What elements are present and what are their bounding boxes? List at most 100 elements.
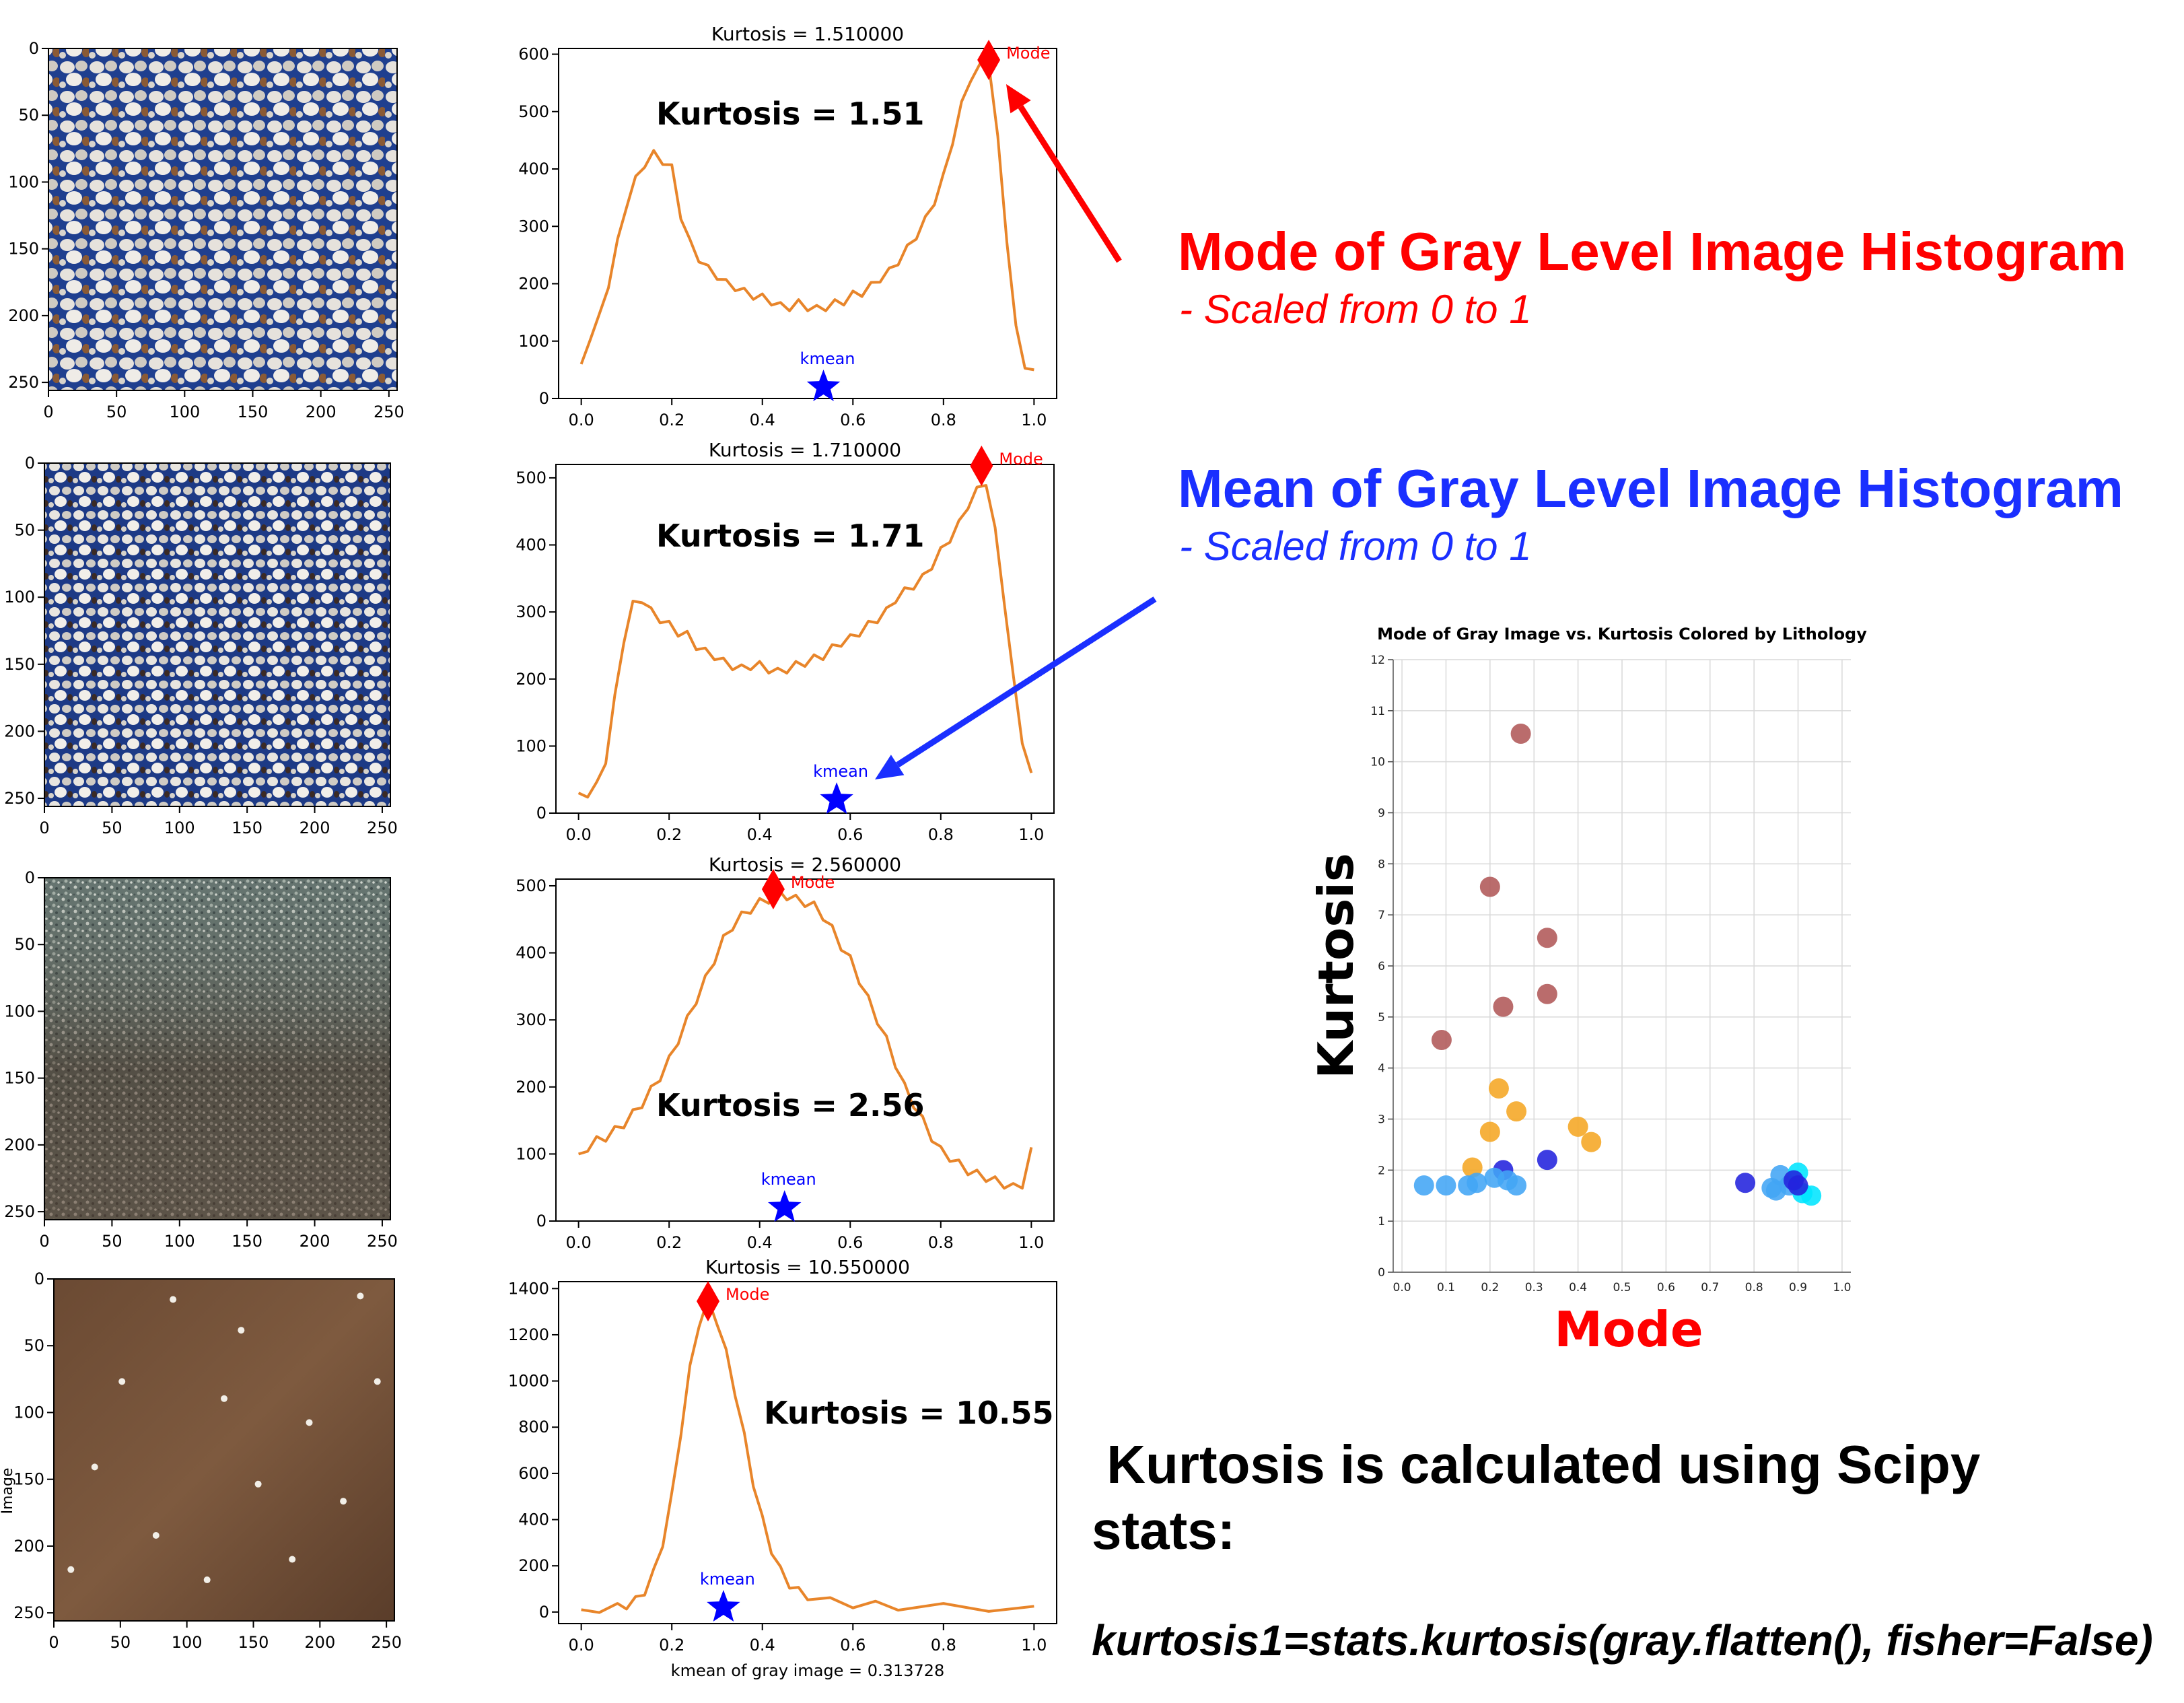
y-tick-label: 150 bbox=[8, 240, 39, 258]
y-tick-label: 1000 bbox=[508, 1372, 549, 1391]
x-tick-label: 0 bbox=[48, 1633, 59, 1652]
grain-speck bbox=[118, 1378, 126, 1385]
mode-subheading: - Scaled from 0 to 1 bbox=[1179, 287, 1532, 332]
y-tick-label: 150 bbox=[13, 1470, 44, 1489]
kurtosis-note-line1: Kurtosis is calculated using Scipy bbox=[1092, 1434, 1981, 1494]
x-tick-label: 0.0 bbox=[1393, 1281, 1411, 1294]
x-tick-label: 250 bbox=[374, 403, 404, 421]
x-tick-label: 0.6 bbox=[840, 1636, 866, 1655]
scatter-point bbox=[1488, 1078, 1509, 1099]
thin-section-overlay bbox=[44, 878, 390, 1220]
x-tick-label: 0.5 bbox=[1613, 1281, 1631, 1294]
x-tick-label: 0.6 bbox=[837, 1233, 863, 1252]
y-tick-label: 3 bbox=[1378, 1113, 1385, 1127]
scatter-x-axis-label: Mode bbox=[1554, 1301, 1703, 1358]
y-tick-label: 0 bbox=[539, 1603, 549, 1622]
y-tick-label: 2 bbox=[1378, 1164, 1385, 1177]
grain-speck bbox=[67, 1566, 75, 1573]
histogram-frame bbox=[558, 48, 1057, 399]
x-tick-label: 0.6 bbox=[837, 825, 863, 844]
grain-speck bbox=[357, 1292, 364, 1300]
x-tick-label: 0.4 bbox=[1569, 1281, 1587, 1294]
arrow-head bbox=[875, 755, 905, 779]
grain-speck bbox=[374, 1378, 381, 1385]
kmean-marker bbox=[820, 782, 853, 814]
y-tick-label: 400 bbox=[516, 536, 547, 555]
scatter-point bbox=[1436, 1175, 1456, 1196]
kurtosis-annotation: Kurtosis = 1.51 bbox=[656, 96, 924, 132]
x-axis-label: kmean of gray image = 0.313728 bbox=[671, 1661, 945, 1680]
y-tick-label: 0 bbox=[29, 39, 39, 58]
x-tick-label: 100 bbox=[169, 403, 200, 421]
y-tick-label: 0 bbox=[25, 868, 35, 887]
histogram-frame bbox=[558, 1281, 1057, 1624]
y-tick-label: 500 bbox=[516, 468, 547, 487]
histogram-line bbox=[581, 1297, 1034, 1614]
scatter-y-axis-label: Kurtosis bbox=[1308, 853, 1364, 1079]
x-tick-label: 0.9 bbox=[1789, 1281, 1807, 1294]
kurtosis-note-line2: stats: bbox=[1092, 1500, 1236, 1560]
scatter-point bbox=[1567, 1116, 1588, 1137]
y-tick-label: 800 bbox=[518, 1418, 549, 1436]
arrow-shaft bbox=[896, 596, 1157, 768]
x-tick-label: 0.3 bbox=[1525, 1281, 1543, 1294]
x-tick-label: 0.7 bbox=[1701, 1281, 1719, 1294]
x-tick-label: 0.2 bbox=[659, 1636, 684, 1655]
y-tick-label: 200 bbox=[516, 1078, 547, 1097]
y-tick-label: 8 bbox=[1378, 858, 1385, 871]
x-tick-label: 50 bbox=[110, 1633, 131, 1652]
y-tick-label: 200 bbox=[516, 670, 547, 689]
y-tick-label: 150 bbox=[4, 655, 35, 674]
thin-section-frame bbox=[44, 877, 391, 1220]
y-tick-label: 12 bbox=[1370, 654, 1385, 667]
scatter-point bbox=[1581, 1132, 1602, 1152]
y-tick-label: 50 bbox=[18, 106, 39, 125]
grain-speck bbox=[289, 1556, 296, 1563]
grain-speck bbox=[340, 1498, 347, 1505]
kurtosis-annotation: Kurtosis = 10.55 bbox=[764, 1395, 1053, 1431]
mode-marker bbox=[697, 1281, 719, 1322]
y-tick-label: 400 bbox=[516, 944, 547, 963]
y-tick-label: 200 bbox=[4, 722, 35, 740]
x-tick-label: 0.2 bbox=[659, 411, 684, 429]
grain-speck bbox=[170, 1296, 177, 1303]
mode-label: Mode bbox=[999, 450, 1043, 468]
x-tick-label: 250 bbox=[367, 819, 398, 837]
thin-section-sandstone-2 bbox=[44, 463, 390, 806]
scatter-point bbox=[1510, 723, 1531, 744]
scatter-point bbox=[1462, 1157, 1483, 1178]
histogram-line bbox=[578, 887, 1033, 1190]
y-tick-label: 1200 bbox=[508, 1325, 549, 1344]
kmean-marker bbox=[806, 370, 841, 401]
x-tick-label: 0.2 bbox=[656, 1233, 682, 1252]
grain-speck bbox=[203, 1576, 211, 1584]
histogram-title: Kurtosis = 2.560000 bbox=[709, 854, 901, 876]
kmean-label: kmean bbox=[700, 1570, 755, 1589]
y-tick-label: 5 bbox=[1378, 1011, 1385, 1024]
scatter-point bbox=[1479, 876, 1500, 897]
histogram-title: Kurtosis = 1.510000 bbox=[711, 23, 904, 45]
mean-subheading: - Scaled from 0 to 1 bbox=[1179, 524, 1532, 569]
x-tick-label: 0.8 bbox=[928, 1233, 954, 1252]
x-tick-label: 50 bbox=[102, 1232, 122, 1251]
scatter-point bbox=[1788, 1175, 1808, 1196]
x-tick-label: 0.6 bbox=[840, 411, 866, 429]
kmean-marker bbox=[707, 1590, 740, 1622]
y-tick-label: 200 bbox=[518, 275, 549, 293]
y-tick-label: 0 bbox=[1378, 1266, 1385, 1280]
y-tick-label: 600 bbox=[518, 1464, 549, 1483]
grain-speck bbox=[152, 1532, 160, 1539]
x-tick-label: 200 bbox=[304, 1633, 335, 1652]
scatter-point bbox=[1506, 1101, 1527, 1122]
kmean-label: kmean bbox=[800, 349, 855, 368]
x-tick-label: 0.0 bbox=[566, 825, 592, 844]
kmean-pointer-arrow bbox=[875, 596, 1157, 779]
kmean-label: kmean bbox=[813, 762, 868, 781]
mode-label: Mode bbox=[1006, 44, 1050, 63]
mode-marker bbox=[761, 868, 785, 909]
y-tick-label: 7 bbox=[1378, 909, 1385, 922]
y-tick-label: 200 bbox=[13, 1537, 44, 1556]
x-tick-label: 100 bbox=[164, 1232, 195, 1251]
